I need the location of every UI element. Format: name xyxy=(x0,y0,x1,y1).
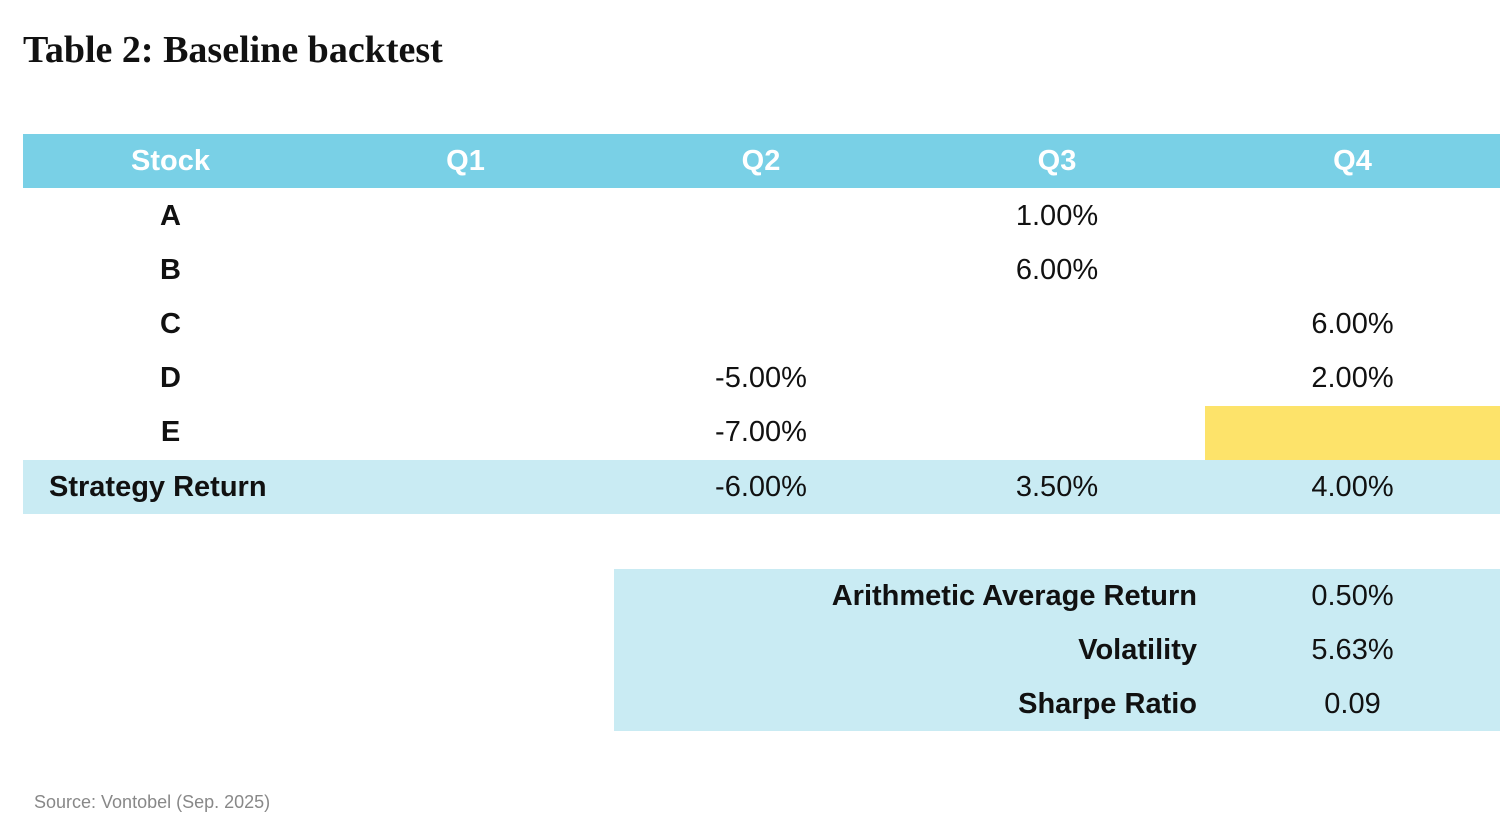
cell xyxy=(318,351,613,405)
column-header: Q4 xyxy=(1333,145,1372,177)
highlight-cell xyxy=(1205,406,1500,460)
total-cell xyxy=(318,460,613,514)
cell xyxy=(909,297,1205,351)
cell xyxy=(613,243,909,297)
total-label: Strategy Return xyxy=(49,471,267,503)
row-label: C xyxy=(160,308,181,340)
cell xyxy=(613,297,909,351)
cell: -5.00% xyxy=(715,362,807,394)
cell xyxy=(613,189,909,243)
column-header: Stock xyxy=(131,145,210,177)
cell: 6.00% xyxy=(1311,308,1394,340)
cell: 2.00% xyxy=(1311,362,1394,394)
total-cell: -6.00% xyxy=(715,471,807,503)
cell xyxy=(318,405,613,459)
cell: 6.00% xyxy=(1015,254,1099,286)
cell xyxy=(1205,189,1500,243)
summary-value: 0.09 xyxy=(1324,688,1381,720)
cell: 1.00% xyxy=(1015,200,1099,232)
title: Table 2: Baseline backtest xyxy=(23,29,443,71)
summary-label: Arithmetic Average Return xyxy=(831,580,1197,612)
cell xyxy=(318,243,613,297)
summary-band xyxy=(614,569,1500,731)
row-label: A xyxy=(160,200,181,232)
summary-label: Sharpe Ratio xyxy=(1018,688,1197,720)
cell: -7.00% xyxy=(715,416,807,448)
cell xyxy=(909,351,1205,405)
cell xyxy=(909,405,1205,459)
total-band xyxy=(23,460,1500,514)
summary-label: Volatility xyxy=(1078,634,1197,666)
summary-value: 0.50% xyxy=(1311,580,1394,612)
header-band xyxy=(23,134,1500,188)
cell xyxy=(1205,243,1500,297)
row-label: D xyxy=(160,362,181,394)
row-label: E xyxy=(160,416,181,448)
cell xyxy=(318,297,613,351)
cell xyxy=(1205,405,1500,459)
cell xyxy=(318,189,613,243)
column-header: Q1 xyxy=(446,145,485,177)
row-label: B xyxy=(160,254,181,286)
column-header: Q3 xyxy=(1037,145,1077,177)
total-cell: 3.50% xyxy=(1015,471,1099,503)
summary-value: 5.63% xyxy=(1311,634,1394,666)
source: Source: Vontobel (Sep. 2025) xyxy=(34,792,271,812)
total-cell: 4.00% xyxy=(1311,471,1394,503)
column-header: Q2 xyxy=(741,145,781,177)
